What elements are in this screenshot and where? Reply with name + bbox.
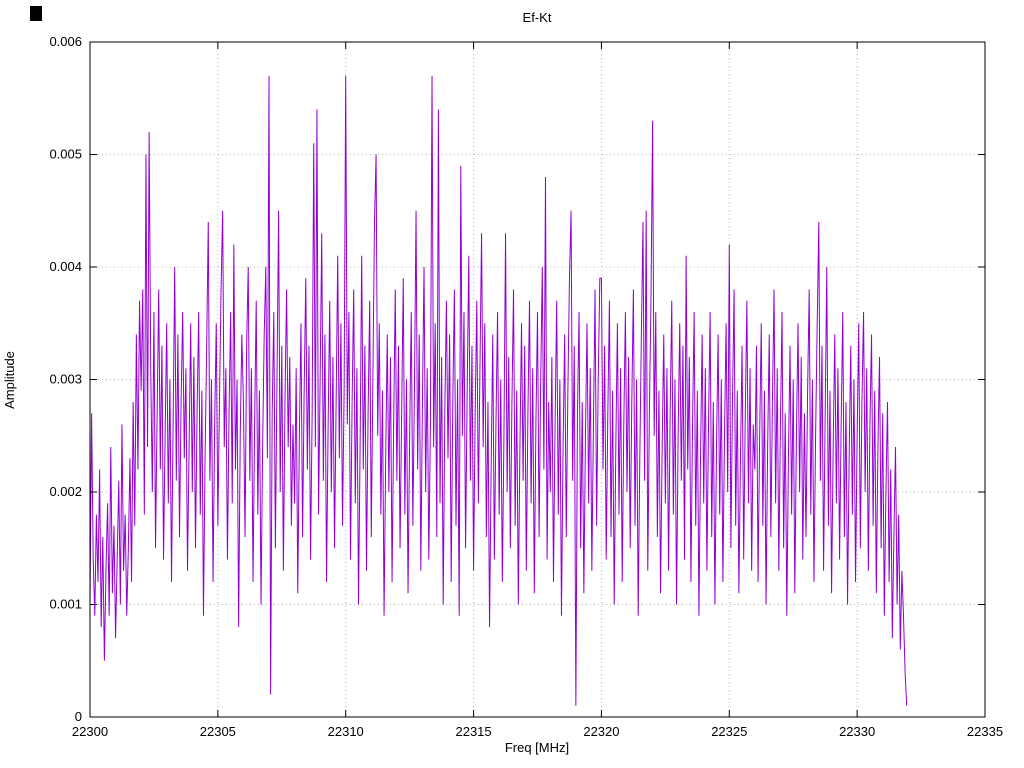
x-tick-label: 22330 bbox=[839, 724, 875, 739]
y-axis-label: Amplitude bbox=[2, 351, 17, 409]
y-tick-labels: 0 0.001 0.002 0.003 0.004 0.005 0.006 bbox=[49, 34, 82, 724]
x-tick-label: 22320 bbox=[583, 724, 619, 739]
y-tick-label: 0.001 bbox=[49, 597, 82, 612]
y-tick-label: 0 bbox=[75, 709, 82, 724]
x-tick-label: 22305 bbox=[200, 724, 236, 739]
y-tick-label: 0.004 bbox=[49, 259, 82, 274]
x-tick-label: 22315 bbox=[455, 724, 491, 739]
y-tick-label: 0.005 bbox=[49, 147, 82, 162]
tick-marks bbox=[89, 41, 986, 718]
x-tick-label: 22325 bbox=[711, 724, 747, 739]
x-tick-label: 22310 bbox=[328, 724, 364, 739]
chart-title: Ef-Kt bbox=[523, 10, 552, 25]
y-tick-label: 0.003 bbox=[49, 372, 82, 387]
spectrum-line bbox=[89, 75, 908, 706]
y-tick-label: 0.002 bbox=[49, 484, 82, 499]
x-tick-labels: 22300 22305 22310 22315 22320 22325 22330 22335 bbox=[72, 724, 1003, 739]
cursor-block bbox=[30, 6, 42, 21]
x-tick-label: 22335 bbox=[967, 724, 1003, 739]
x-axis-label: Freq [MHz] bbox=[505, 740, 569, 755]
x-tick-label: 22300 bbox=[72, 724, 108, 739]
y-tick-label: 0.006 bbox=[49, 34, 82, 49]
